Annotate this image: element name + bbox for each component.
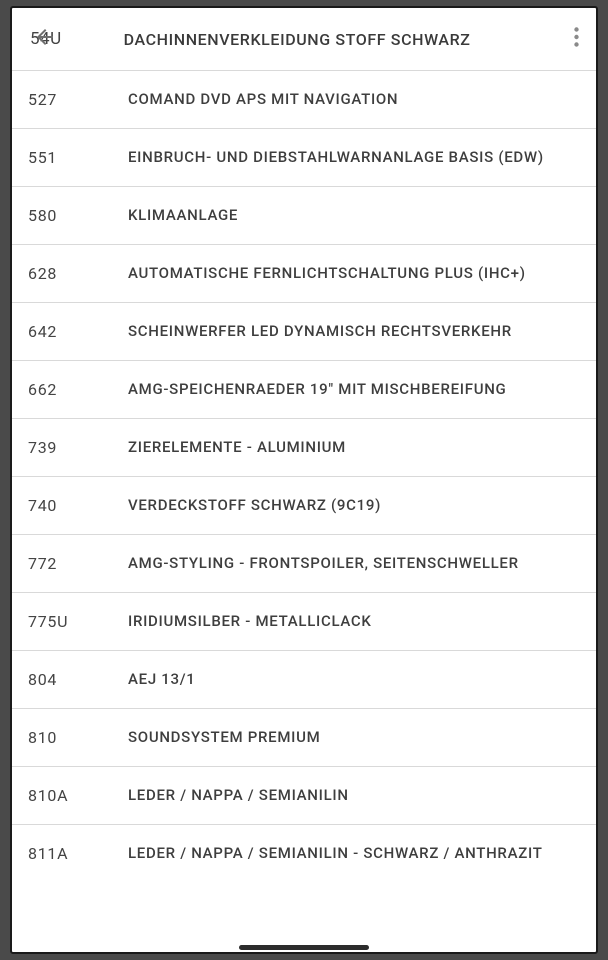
option-code: 775U [28,612,128,631]
list-item[interactable]: 527COMAND DVD APS MIT NAVIGATION [12,70,596,128]
list-item[interactable]: 772AMG-STYLING - FRONTSPOILER, SEITENSCH… [12,534,596,592]
option-description: COMAND DVD APS MIT NAVIGATION [128,89,398,109]
options-list[interactable]: 527COMAND DVD APS MIT NAVIGATION551EINBR… [12,70,596,952]
option-code: 580 [28,206,128,225]
list-item[interactable]: 551EINBRUCH- UND DIEBSTAHLWARNANLAGE BAS… [12,128,596,186]
option-description: VERDECKSTOFF SCHWARZ (9C19) [128,495,381,515]
option-description: AEJ 13/1 [128,669,196,689]
list-item[interactable]: 740VERDECKSTOFF SCHWARZ (9C19) [12,476,596,534]
list-item[interactable]: 662AMG-SPEICHENRAEDER 19" MIT MISCHBEREI… [12,360,596,418]
option-description: SOUNDSYSTEM PREMIUM [128,727,320,747]
option-description: KLIMAANLAGE [128,205,238,225]
header-title: DACHINNENVERKLEIDUNG STOFF SCHWARZ [124,30,588,49]
option-code: 527 [28,90,128,109]
list-item[interactable]: 628AUTOMATISCHE FERNLICHTSCHALTUNG PLUS … [12,244,596,302]
list-item[interactable]: 810SOUNDSYSTEM PREMIUM [12,708,596,766]
option-description: IRIDIUMSILBER - METALLICLACK [128,611,372,631]
option-description: LEDER / NAPPA / SEMIANILIN [128,785,349,805]
more-vertical-icon [574,27,579,51]
home-indicator [239,945,369,950]
option-code: 810A [28,786,128,805]
option-description: SCHEINWERFER LED DYNAMISCH RECHTSVERKEHR [128,321,512,341]
option-code: 628 [28,264,128,283]
list-item[interactable]: 580KLIMAANLAGE [12,186,596,244]
option-code: 772 [28,554,128,573]
list-item[interactable]: 810ALEDER / NAPPA / SEMIANILIN [12,766,596,824]
list-item[interactable]: 811ALEDER / NAPPA / SEMIANILIN - SCHWARZ… [12,824,596,882]
option-description: ZIERELEMENTE - ALUMINIUM [128,437,346,457]
option-description: LEDER / NAPPA / SEMIANILIN - SCHWARZ / A… [128,843,543,863]
list-item[interactable]: 775UIRIDIUMSILBER - METALLICLACK [12,592,596,650]
arrow-left-icon [33,25,57,53]
option-code: 551 [28,148,128,167]
list-item[interactable]: 739ZIERELEMENTE - ALUMINIUM [12,418,596,476]
back-button[interactable] [26,20,64,58]
app-frame: 54U DACHINNENVERKLEIDUNG STOFF SCHWARZ 5… [10,6,598,954]
list-item[interactable]: 642SCHEINWERFER LED DYNAMISCH RECHTSVERK… [12,302,596,360]
option-code: 739 [28,438,128,457]
option-code: 740 [28,496,128,515]
option-code: 642 [28,322,128,341]
option-description: EINBRUCH- UND DIEBSTAHLWARNANLAGE BASIS … [128,147,544,167]
app-header: 54U DACHINNENVERKLEIDUNG STOFF SCHWARZ [12,8,596,70]
option-code: 804 [28,670,128,689]
option-description: AMG-SPEICHENRAEDER 19" MIT MISCHBEREIFUN… [128,379,506,399]
option-code: 811A [28,844,128,863]
option-description: AMG-STYLING - FRONTSPOILER, SEITENSCHWEL… [128,553,519,573]
option-code: 662 [28,380,128,399]
option-description: AUTOMATISCHE FERNLICHTSCHALTUNG PLUS (IH… [128,263,526,283]
list-item[interactable]: 804AEJ 13/1 [12,650,596,708]
more-menu-button[interactable] [562,20,590,58]
option-code: 810 [28,728,128,747]
